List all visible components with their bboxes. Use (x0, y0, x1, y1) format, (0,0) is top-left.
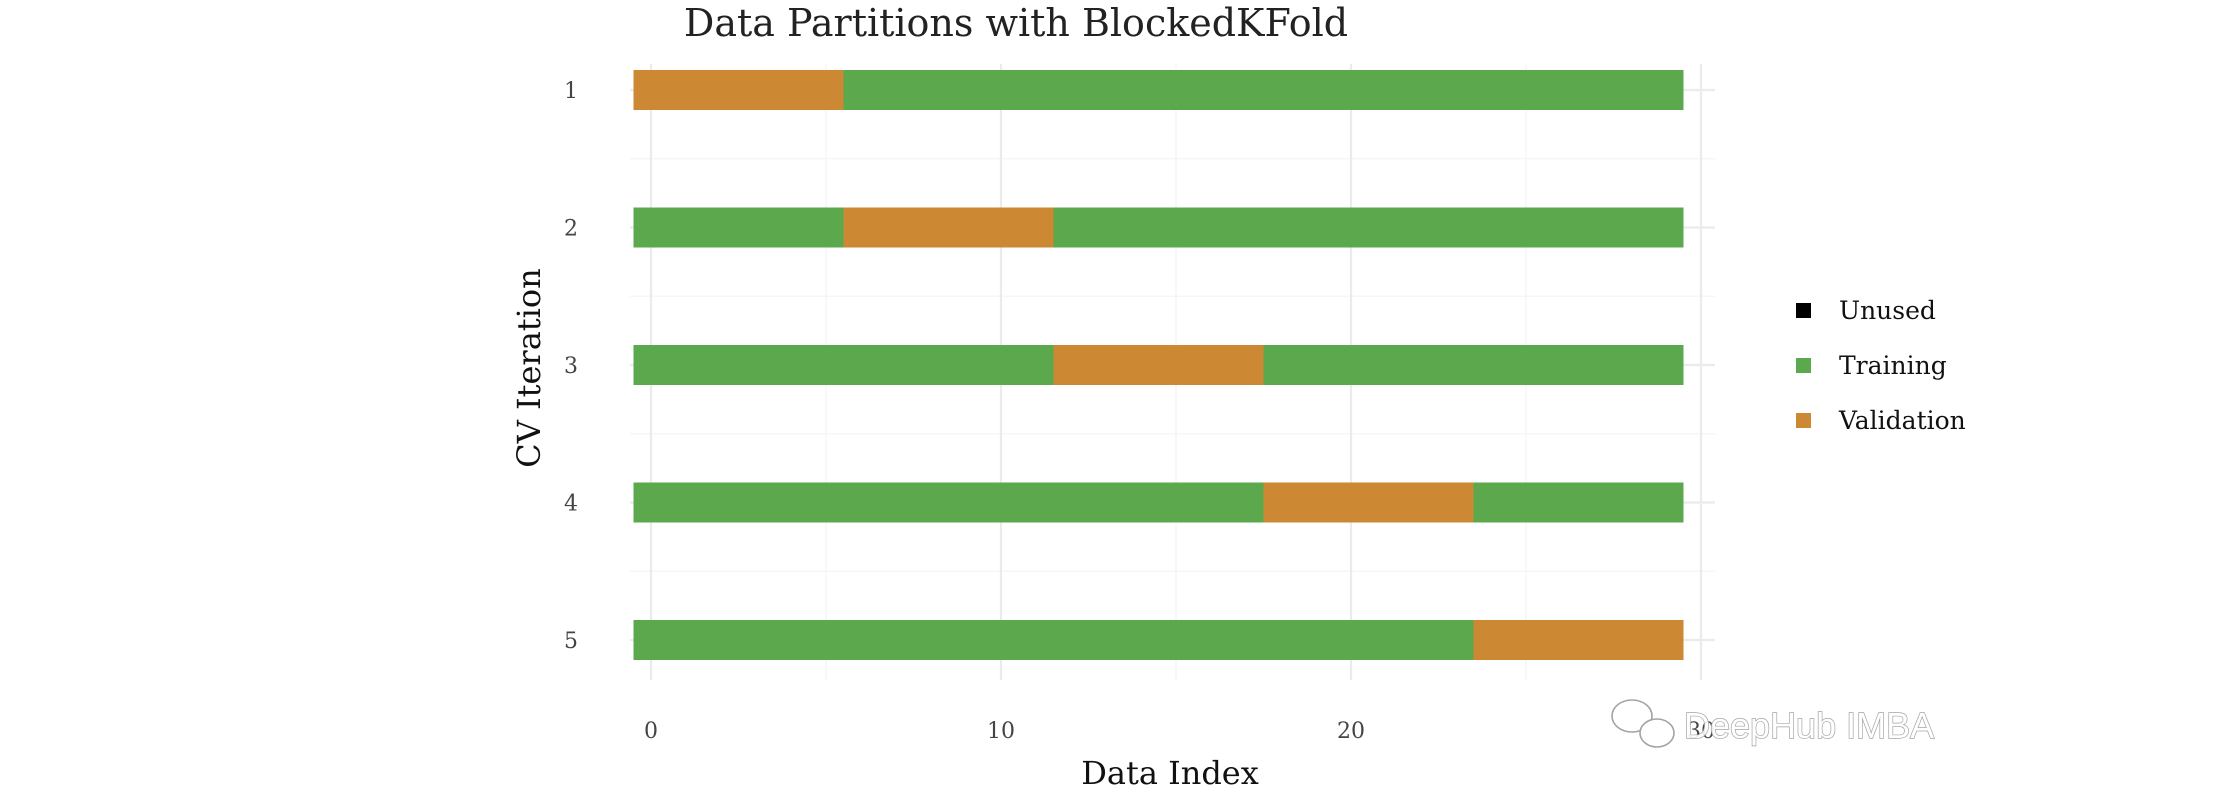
bar-training-iteration-3 (1263, 345, 1684, 385)
bars (633, 70, 1684, 660)
bar-validation-iteration-2 (843, 207, 1054, 248)
chart-title: Data Partitions with BlockedKFold (684, 1, 1348, 45)
legend-key-validation (1796, 413, 1811, 428)
x-tick-label: 20 (1337, 719, 1365, 744)
legend-label-unused: Unused (1839, 296, 1936, 325)
y-tick-label: 1 (564, 79, 578, 104)
y-tick-label: 2 (564, 217, 578, 242)
bar-training-iteration-5 (633, 620, 1474, 660)
bar-training-iteration-2 (1053, 207, 1684, 248)
legend-key-training (1796, 358, 1811, 373)
x-tick-label: 0 (644, 719, 658, 744)
x-tick-label: 30 (1687, 719, 1715, 744)
bar-validation-iteration-3 (1053, 345, 1264, 385)
y-tick-label: 5 (564, 629, 578, 654)
ticks: 1 2 3 4 5 0 10 20 30 (564, 79, 1715, 744)
x-tick-label: 10 (987, 719, 1015, 744)
bar-validation-iteration-1 (633, 70, 844, 110)
legend-key-unused (1796, 303, 1811, 318)
bar-training-iteration-4 (633, 482, 1264, 523)
y-axis-title: CV Iteration (510, 268, 548, 468)
bar-validation-iteration-5 (1473, 620, 1684, 660)
bar-validation-iteration-4 (1263, 482, 1474, 523)
y-tick-label: 3 (564, 354, 578, 379)
legend-label-training: Training (1839, 351, 1947, 380)
watermark: DeepHub IMBA (1611, 699, 1935, 748)
y-tick-label: 4 (564, 492, 578, 517)
legend-label-validation: Validation (1838, 406, 1966, 435)
wechat-icon (1611, 699, 1675, 748)
watermark-text: DeepHub IMBA (1684, 705, 1934, 746)
bar-training-iteration-1 (843, 70, 1684, 110)
x-axis-title: Data Index (1081, 754, 1259, 792)
bar-training-iteration-4 (1473, 482, 1684, 523)
legend: Unused Training Validation (1796, 296, 1966, 435)
bar-training-iteration-2 (633, 207, 844, 248)
bar-training-iteration-3 (633, 345, 1054, 385)
